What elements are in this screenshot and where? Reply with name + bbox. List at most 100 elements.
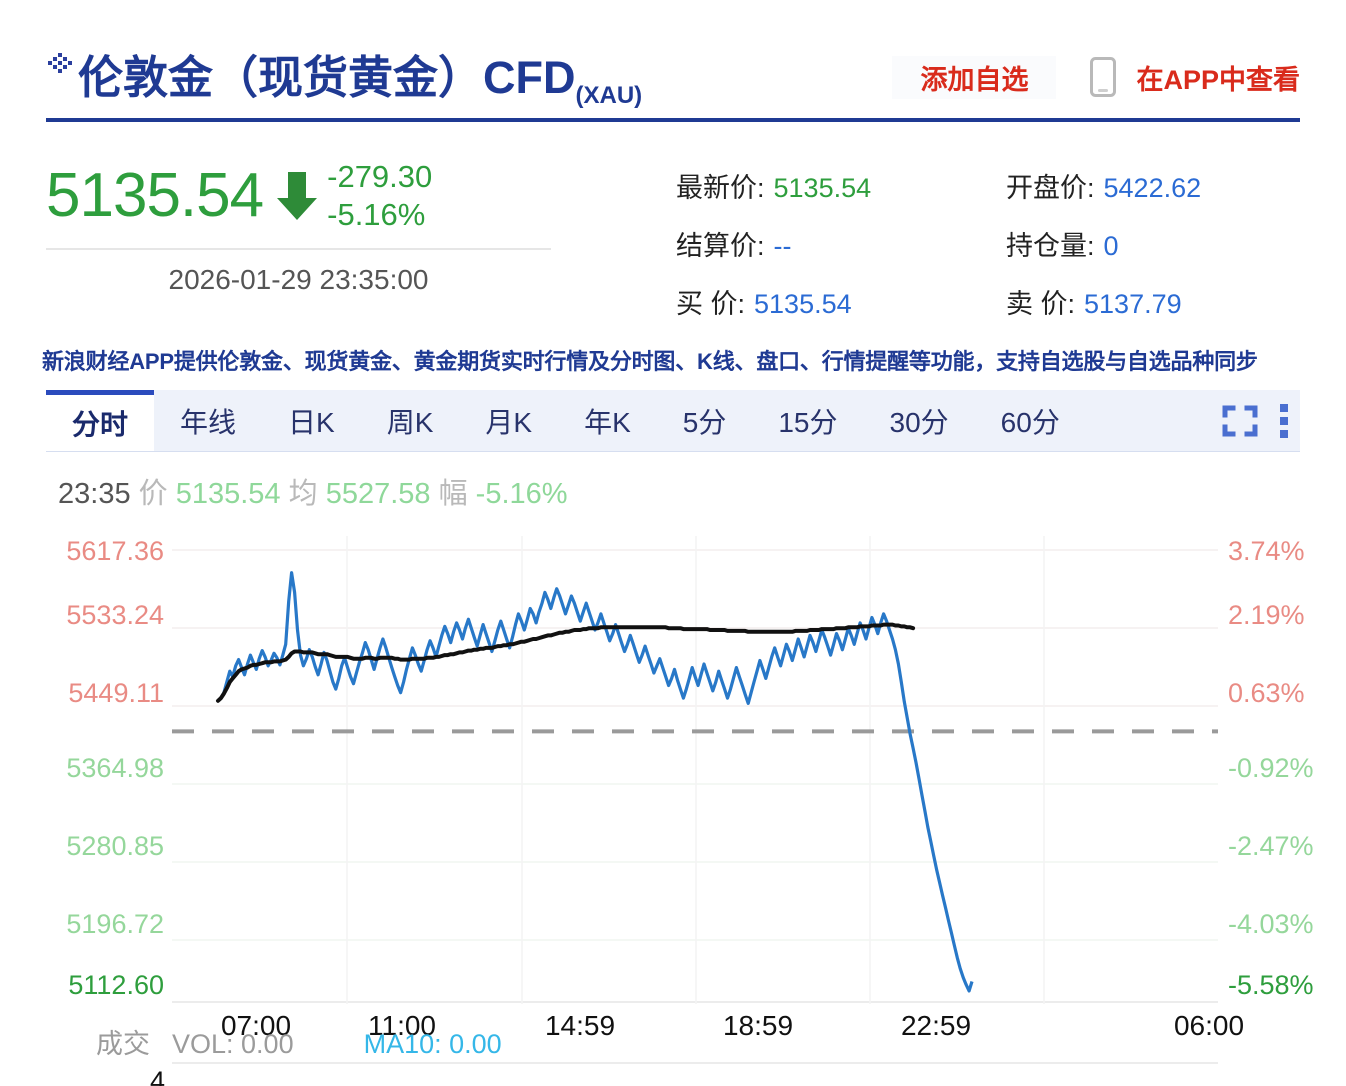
price-row: 5135.54 -279.30 -5.16% xyxy=(46,150,566,242)
intraday-chart[interactable]: 5617.36 5533.24 5449.11 5364.98 5280.85 … xyxy=(46,520,1314,1086)
y-right-tick: 3.74% xyxy=(1228,536,1305,566)
fullscreen-icon[interactable] xyxy=(1222,404,1258,438)
tab-year-k[interactable]: 年K xyxy=(584,406,631,438)
page-header: 伦敦金（现货黄金）CFD (XAU) 添加自选 在APP中查看 xyxy=(46,36,1300,122)
mobile-phone-icon xyxy=(1090,57,1117,97)
average-line xyxy=(216,622,916,703)
arrow-down-icon xyxy=(275,170,319,222)
crosshair-pct-label: 幅 xyxy=(438,478,468,510)
field-value: 5135.54 xyxy=(773,172,872,203)
crosshair-price-label: 价 xyxy=(138,478,168,510)
tab-60min[interactable]: 60分 xyxy=(1000,406,1060,438)
quote-fields-grid: 最新价: 5135.54 开盘价: 5422.62 结算价: -- 持仓量: 0 xyxy=(676,156,1296,330)
x-axis: 07:00 11:00 14:59 18:59 22:59 06:00 xyxy=(172,1010,1244,1050)
tab-15min[interactable]: 15分 xyxy=(778,406,838,438)
y-left-tick: 5617.36 xyxy=(66,536,164,566)
last-price: 5135.54 xyxy=(46,161,264,230)
field-value: 0 xyxy=(1103,230,1119,261)
volume-title: 成交 xyxy=(96,1029,150,1059)
x-tick: 07:00 xyxy=(220,1010,292,1041)
volume-ma10: MA10: 0.00 xyxy=(363,1029,502,1059)
crosshair-pct-value: -5.16% xyxy=(475,478,568,510)
field-label: 卖 价: xyxy=(1006,288,1076,319)
y-right-tick: -0.92% xyxy=(1228,753,1314,783)
x-tick: 11:00 xyxy=(368,1010,436,1041)
header-actions: 添加自选 在APP中查看 xyxy=(892,55,1300,99)
volume-value: VOL: 0.00 xyxy=(172,1029,294,1059)
tab-fenshi[interactable]: 分时 xyxy=(46,390,155,451)
price-line xyxy=(216,571,974,993)
crosshair-price-value: 5135.54 xyxy=(175,478,281,510)
field-value: 5135.54 xyxy=(754,288,852,319)
y-right-tick: -5.58% xyxy=(1228,970,1314,1000)
field-settlement-price: 结算价: -- xyxy=(676,224,1006,263)
plot-area[interactable]: sina 新浪财经 交易 · 资讯 · 品牌 · 服务 xyxy=(172,536,1218,1004)
x-tick: 18:59 xyxy=(722,1010,794,1041)
tab-week-k[interactable]: 周K xyxy=(386,406,434,438)
field-bid-price: 买 价: 5135.54 xyxy=(676,282,1006,321)
y-left-tick: 5449.11 xyxy=(68,678,164,708)
crosshair-time: 23:35 xyxy=(58,478,131,510)
title-block: 伦敦金（现货黄金）CFD (XAU) xyxy=(46,51,642,109)
tab-month-k[interactable]: 月K xyxy=(485,406,533,438)
y-right-tick: 2.19% xyxy=(1228,600,1305,630)
y-left-tick: 5364.98 xyxy=(66,753,164,783)
y-left-tick: 5533.24 xyxy=(66,600,164,630)
chart-tabbar: 分时 年线 日K 周K 月K 年K 5分 15分 30分 60分 xyxy=(46,390,1300,452)
field-label: 最新价: xyxy=(676,172,765,203)
quote-summary: 5135.54 -279.30 -5.16% 2026-01-29 23:35:… xyxy=(46,150,1300,325)
tab-nianxian[interactable]: 年线 xyxy=(180,406,237,438)
volume-panel: 成交 VOL: 0.00 MA10: 0.00 4 xyxy=(46,1022,1300,1086)
grid-lines xyxy=(172,536,1218,1004)
crosshair-info: 23:35 价 5135.54 均 5527.58 幅 -5.16% xyxy=(58,470,568,512)
volume-axis-label: 4 xyxy=(150,1066,166,1086)
change-amount: -279.30 xyxy=(327,159,433,195)
tab-5min[interactable]: 5分 xyxy=(682,406,727,438)
field-label: 开盘价: xyxy=(1006,172,1095,203)
x-tick: 06:00 xyxy=(1173,1010,1245,1041)
quote-field-row: 结算价: -- 持仓量: 0 xyxy=(676,214,1296,272)
page-title: 伦敦金（现货黄金）CFD xyxy=(78,51,576,103)
symbol-code: (XAU) xyxy=(575,81,643,109)
quote-field-row: 买 价: 5135.54 卖 价: 5137.79 xyxy=(676,272,1296,330)
promo-text: 新浪财经APP提供伦敦金、现货黄金、黄金期货实时行情及分时图、K线、盘口、行情提… xyxy=(42,349,1258,374)
y-axis-left: 5617.36 5533.24 5449.11 5364.98 5280.85 … xyxy=(46,520,172,1020)
y-right-tick: -4.03% xyxy=(1228,909,1314,939)
tabbar-tools xyxy=(1222,390,1300,451)
tab-30min[interactable]: 30分 xyxy=(889,406,949,438)
field-value: -- xyxy=(773,230,792,261)
price-chart-svg xyxy=(172,536,1218,1004)
field-value: 5422.62 xyxy=(1103,172,1202,203)
y-left-tick: 5112.60 xyxy=(68,970,164,1000)
quote-timestamp: 2026-01-29 23:35:00 xyxy=(168,264,429,295)
y-left-tick: 5196.72 xyxy=(66,909,164,939)
field-value: 5137.79 xyxy=(1084,288,1182,319)
price-block: 5135.54 -279.30 -5.16% 2026-01-29 23:35:… xyxy=(46,150,566,296)
field-ask-price: 卖 价: 5137.79 xyxy=(1006,282,1296,321)
crosshair-avg-value: 5527.58 xyxy=(325,478,431,510)
divider xyxy=(46,248,551,250)
volume-divider xyxy=(172,1062,1218,1064)
change-block: -279.30 -5.16% xyxy=(327,158,432,234)
field-last-price: 最新价: 5135.54 xyxy=(676,166,1006,205)
more-vertical-icon[interactable] xyxy=(1280,403,1290,438)
quote-field-row: 最新价: 5135.54 开盘价: 5422.62 xyxy=(676,156,1296,214)
field-label: 持仓量: xyxy=(1006,230,1095,261)
add-watchlist-button[interactable]: 添加自选 xyxy=(892,55,1057,99)
field-open-price: 开盘价: 5422.62 xyxy=(1006,166,1296,205)
y-right-tick: -2.47% xyxy=(1228,831,1314,861)
view-in-app-button[interactable]: 在APP中查看 xyxy=(1136,64,1300,95)
y-right-tick: 0.63% xyxy=(1228,678,1305,708)
x-tick: 22:59 xyxy=(900,1010,972,1041)
field-label: 买 价: xyxy=(676,288,746,319)
field-label: 结算价: xyxy=(676,230,765,261)
volume-header: 成交 VOL: 0.00 MA10: 0.00 xyxy=(96,1022,502,1061)
tab-day-k[interactable]: 日K xyxy=(288,406,335,438)
crosshair-avg-label: 均 xyxy=(288,478,318,510)
change-percent: -5.16% xyxy=(327,197,426,232)
y-axis-right: 3.74% 2.19% 0.63% -0.92% -2.47% -4.03% -… xyxy=(1218,520,1346,1020)
chevron-dots-icon xyxy=(46,49,76,83)
y-left-tick: 5280.85 xyxy=(66,831,164,861)
field-open-interest: 持仓量: 0 xyxy=(1006,224,1296,263)
